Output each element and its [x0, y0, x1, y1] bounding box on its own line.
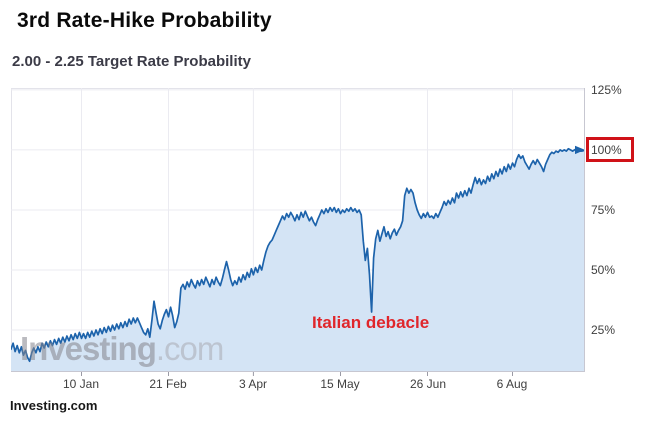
y-axis-label: 25%	[591, 323, 616, 337]
watermark-bold-text: Investing	[20, 330, 157, 367]
watermark-light-text: .com	[155, 330, 225, 367]
y-axis-label: 125%	[591, 83, 622, 97]
x-axis-label: 15 May	[320, 377, 360, 391]
chart-title: 3rd Rate-Hike Probability	[17, 9, 272, 32]
x-axis-label: 21 Feb	[149, 377, 187, 391]
probability-area-fill	[11, 148, 585, 372]
x-axis-label: 10 Jan	[62, 377, 100, 391]
probability-chart-plot-area[interactable]	[10, 88, 586, 383]
y-axis-label: 100%	[591, 143, 622, 157]
probability-line[interactable]	[10, 147, 586, 363]
investing-watermark: Investing.com	[20, 330, 225, 368]
annotation-italian-debacle: Italian debacle	[312, 313, 430, 332]
y-axis-label: 50%	[591, 263, 616, 277]
probability-chart-svg[interactable]	[10, 88, 586, 378]
chart-subtitle: 2.00 - 2.25 Target Rate Probability	[12, 53, 251, 70]
series-end-arrow-icon	[575, 145, 585, 155]
x-axis-label: 6 Aug	[496, 377, 528, 391]
source-credit: Investing.com	[10, 398, 98, 413]
y-axis-label: 75%	[591, 203, 616, 217]
x-axis-label: 26 Jun	[409, 377, 447, 391]
highlight-box-100-percent	[586, 137, 634, 162]
x-axis-label: 3 Apr	[238, 377, 268, 391]
